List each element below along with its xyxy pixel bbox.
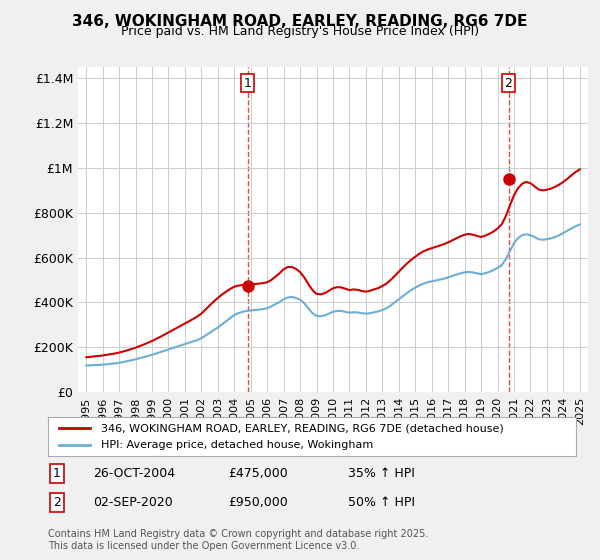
Text: 2: 2: [505, 77, 512, 90]
Text: Price paid vs. HM Land Registry's House Price Index (HPI): Price paid vs. HM Land Registry's House …: [121, 25, 479, 38]
Text: 50% ↑ HPI: 50% ↑ HPI: [348, 496, 415, 509]
Text: 1: 1: [244, 77, 252, 90]
Text: Contains HM Land Registry data © Crown copyright and database right 2025.
This d: Contains HM Land Registry data © Crown c…: [48, 529, 428, 551]
Text: £475,000: £475,000: [228, 466, 288, 480]
Text: 346, WOKINGHAM ROAD, EARLEY, READING, RG6 7DE: 346, WOKINGHAM ROAD, EARLEY, READING, RG…: [73, 14, 527, 29]
Text: 2: 2: [53, 496, 61, 509]
Text: HPI: Average price, detached house, Wokingham: HPI: Average price, detached house, Woki…: [101, 440, 373, 450]
Text: £950,000: £950,000: [228, 496, 288, 509]
Text: 02-SEP-2020: 02-SEP-2020: [93, 496, 173, 509]
Text: 35% ↑ HPI: 35% ↑ HPI: [348, 466, 415, 480]
Text: 26-OCT-2004: 26-OCT-2004: [93, 466, 175, 480]
Text: 1: 1: [53, 466, 61, 480]
Text: 346, WOKINGHAM ROAD, EARLEY, READING, RG6 7DE (detached house): 346, WOKINGHAM ROAD, EARLEY, READING, RG…: [101, 423, 503, 433]
